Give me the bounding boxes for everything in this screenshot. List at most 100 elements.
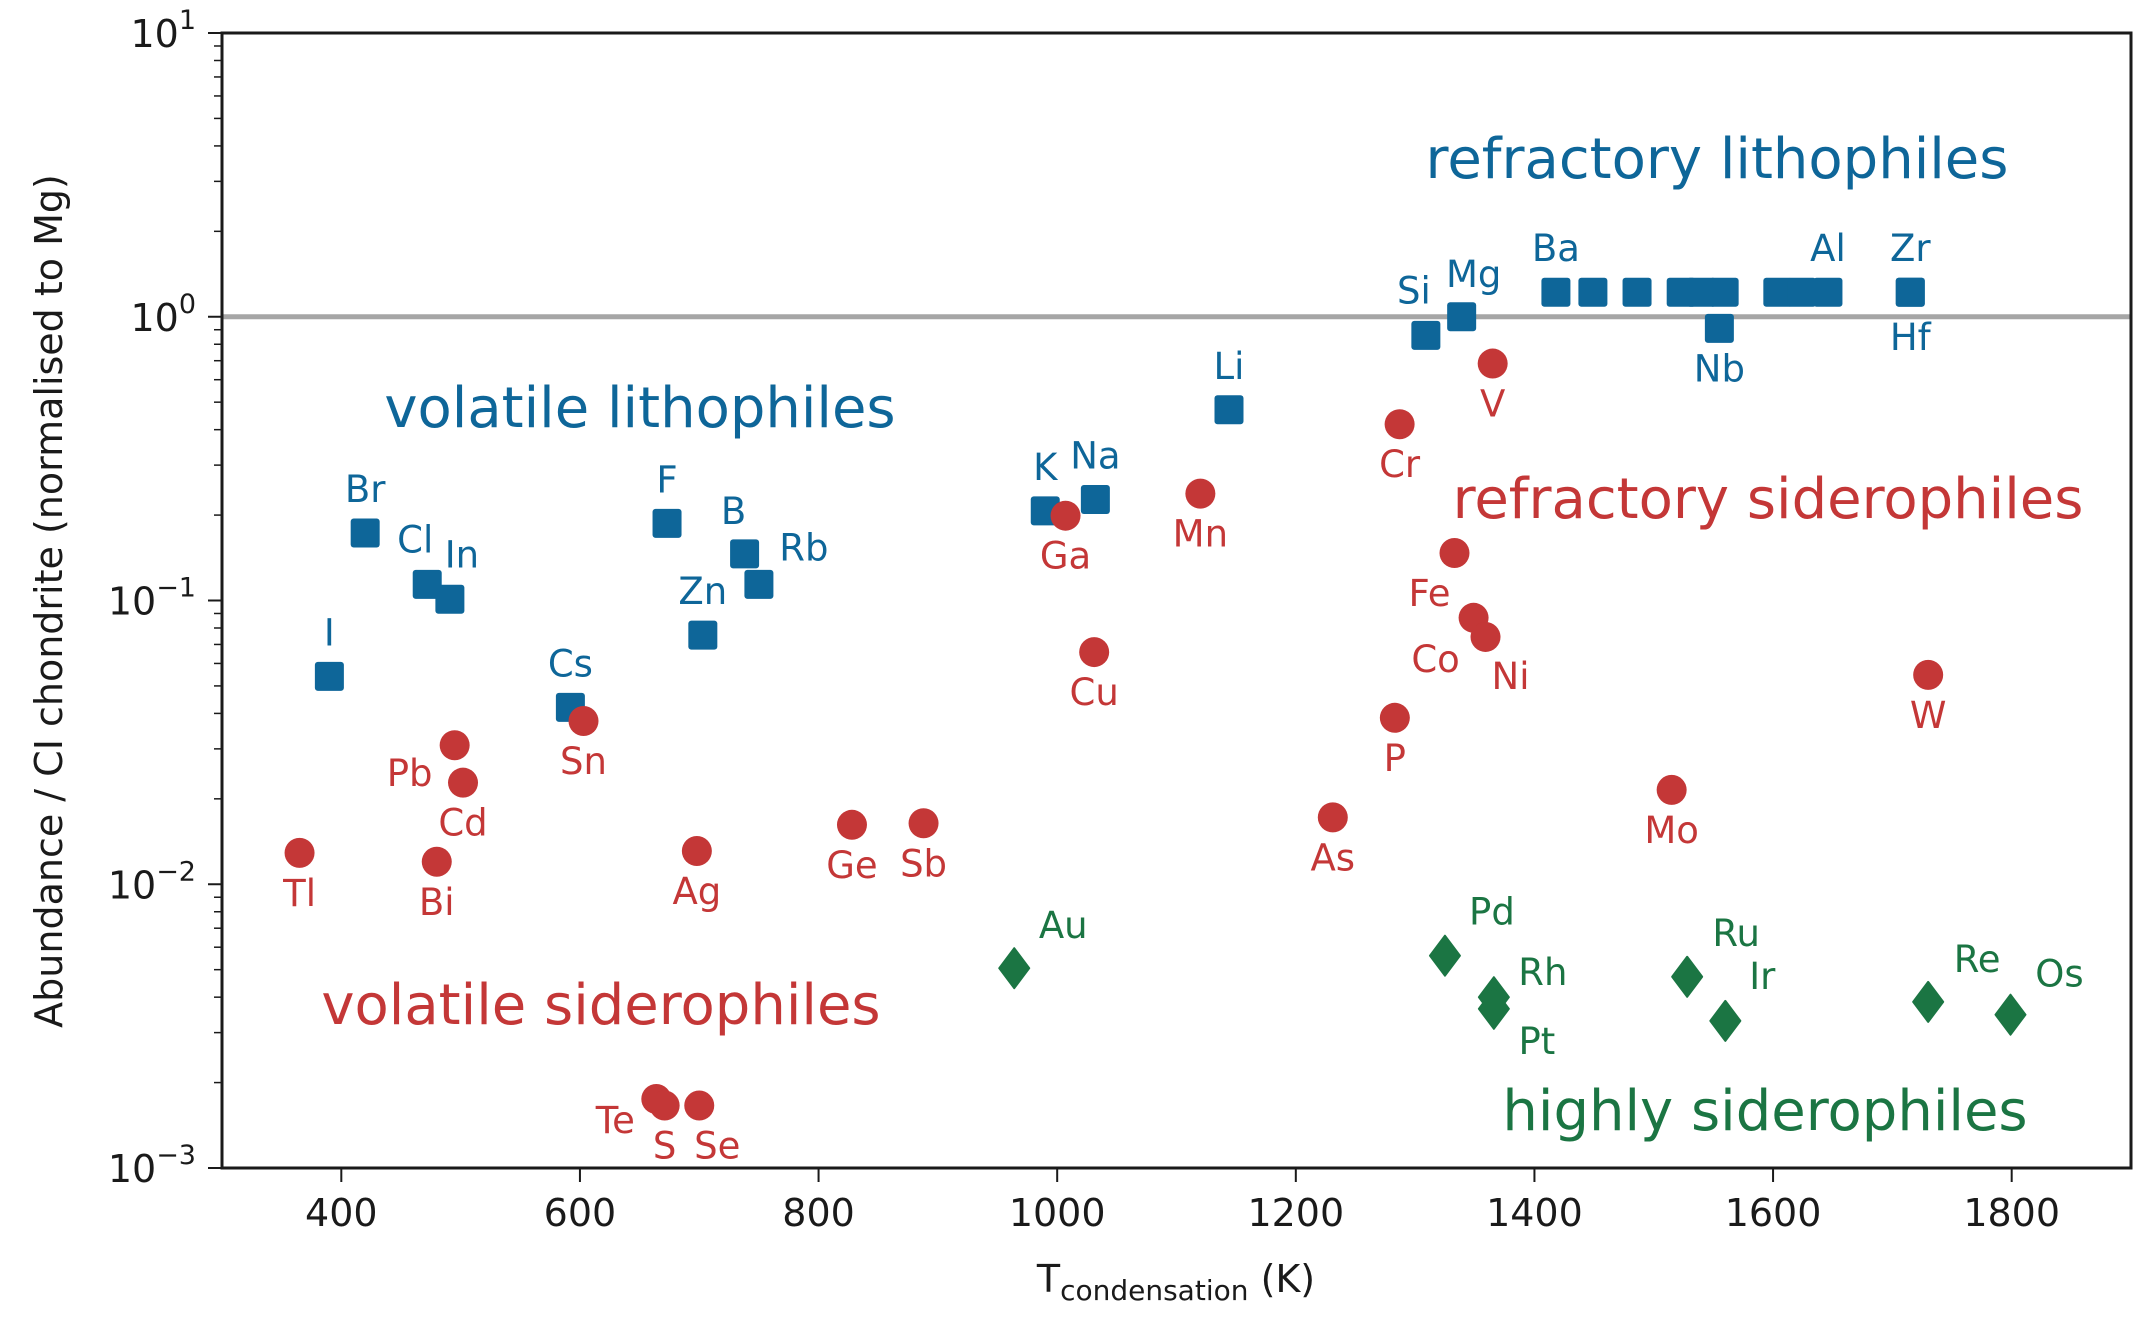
bi-circle-marker [421, 846, 452, 877]
sn-circle-marker [568, 706, 599, 737]
region-annotations: refractory lithophiles volatile lithophil… [321, 127, 2083, 1144]
unlabeled-square-marker [1787, 277, 1817, 307]
x-tick-label: 1800 [1963, 1191, 2060, 1235]
au-diamond-marker [998, 947, 1031, 990]
point-label-ge: Ge [826, 844, 877, 887]
unlabeled-square-marker [1709, 277, 1739, 307]
p-circle-marker [1379, 702, 1410, 733]
point-label-te: Te [595, 1099, 635, 1142]
x-axis-title: Tcondensation (K) [1036, 1257, 1315, 1307]
x-tick-label: 600 [544, 1191, 617, 1235]
pd-diamond-marker [1428, 934, 1461, 977]
y-tick-label: 10−3 [108, 1140, 196, 1191]
li-square-marker [1214, 395, 1244, 425]
point-label-hf: Hf [1890, 316, 1932, 359]
point-label-as: As [1311, 836, 1356, 879]
i-square-marker [314, 661, 344, 691]
point-label-ag: Ag [672, 870, 721, 913]
point-label-co: Co [1411, 638, 1459, 681]
mg-square-marker [1447, 302, 1477, 332]
x-tick-label: 1600 [1725, 1191, 1822, 1235]
point-label-ir: Ir [1749, 955, 1776, 998]
point-label-tl: Tl [282, 872, 316, 915]
y-tick-label: 10−1 [108, 573, 196, 624]
x-tick-label: 1000 [1009, 1191, 1106, 1235]
point-label-pd: Pd [1469, 891, 1515, 934]
point-label-mg: Mg [1446, 253, 1501, 296]
point-labels: I Br Cl In Cs F B Zn Rb K Na Li Si Mg Ba Nb Al Zr Hf Tl Bi Pb… [282, 227, 2084, 1167]
x-tick-label: 1400 [1486, 1191, 1583, 1235]
cd-circle-marker [448, 767, 479, 798]
x-tick-label: 400 [305, 1191, 378, 1235]
point-label-sn: Sn [560, 740, 607, 783]
ba-square-marker [1541, 277, 1571, 307]
point-label-cd: Cd [438, 802, 487, 845]
point-label-zr: Zr [1890, 227, 1931, 270]
tl-circle-marker [284, 837, 315, 868]
point-label-cu: Cu [1070, 671, 1119, 714]
mn-circle-marker [1185, 478, 1216, 509]
cl-square-marker [412, 569, 442, 599]
point-label-ga: Ga [1040, 535, 1091, 578]
point-label-nb: Nb [1694, 347, 1745, 390]
point-label-li: Li [1214, 345, 1245, 388]
point-label-p: P [1384, 737, 1406, 780]
point-label-ba: Ba [1532, 227, 1580, 270]
point-label-pb: Pb [387, 752, 433, 795]
x-tick-label: 1200 [1247, 1191, 1344, 1235]
point-label-au: Au [1039, 904, 1088, 947]
point-label-i: I [324, 611, 335, 654]
y-tick-label: 100 [130, 289, 196, 340]
point-label-w: W [1910, 694, 1947, 737]
y-axis-title: Abundance / CI chondrite (normalised to … [27, 174, 71, 1028]
se-circle-marker [684, 1090, 715, 1121]
point-label-cl: Cl [397, 518, 433, 561]
v-circle-marker [1477, 348, 1508, 379]
unlabeled-square-marker [1622, 277, 1652, 307]
si-square-marker [1411, 320, 1441, 350]
point-label-rb: Rb [779, 526, 828, 569]
point-label-ru: Ru [1712, 912, 1760, 955]
ag-circle-marker [681, 835, 712, 866]
point-label-s: S [653, 1125, 677, 1168]
point-label-re: Re [1954, 938, 2001, 981]
point-label-in: In [445, 533, 479, 576]
ir-diamond-marker [1709, 999, 1742, 1042]
nb-square-marker [1704, 313, 1734, 343]
ru-diamond-marker [1671, 955, 1704, 998]
point-label-cs: Cs [548, 642, 593, 685]
point-label-bi: Bi [419, 881, 455, 924]
mo-circle-marker [1656, 774, 1687, 805]
point-label-b: B [721, 490, 746, 533]
unlabeled-square-marker [1578, 277, 1608, 307]
y-tick-label: 10−2 [108, 856, 196, 907]
unlabeled-square-marker [1763, 277, 1793, 307]
ge-circle-marker [836, 809, 867, 840]
re-diamond-marker [1912, 980, 1945, 1023]
fe-circle-marker [1439, 538, 1470, 569]
hf-square-marker [1895, 277, 1925, 307]
point-label-fe: Fe [1408, 572, 1450, 615]
point-label-mn: Mn [1173, 513, 1228, 556]
unlabeled-square-marker [1686, 277, 1716, 307]
point-label-k: K [1033, 446, 1059, 489]
os-diamond-marker [1994, 993, 2027, 1036]
point-label-cr: Cr [1379, 443, 1421, 486]
s-circle-marker [649, 1090, 680, 1121]
data-points [284, 277, 2027, 1121]
region-label-refractory-siderophiles: refractory siderophiles [1453, 467, 2084, 532]
region-label-highly-siderophiles: highly siderophiles [1502, 1079, 2027, 1144]
axis-ticks: 400 600 800 1000 1200 1400 1600 1800 101 100 10−1 1… [108, 5, 2060, 1235]
al-square-marker [1813, 277, 1843, 307]
cu-circle-marker [1079, 637, 1110, 668]
region-label-volatile-siderophiles: volatile siderophiles [321, 973, 880, 1038]
region-label-volatile-lithophiles: volatile lithophiles [384, 376, 895, 441]
point-label-mo: Mo [1644, 809, 1699, 852]
point-label-ni: Ni [1492, 655, 1530, 698]
point-label-rh: Rh [1518, 951, 1567, 994]
point-label-si: Si [1397, 269, 1431, 312]
f-square-marker [652, 508, 682, 538]
y-tick-label: 101 [130, 5, 196, 56]
pb-circle-marker [439, 730, 470, 761]
